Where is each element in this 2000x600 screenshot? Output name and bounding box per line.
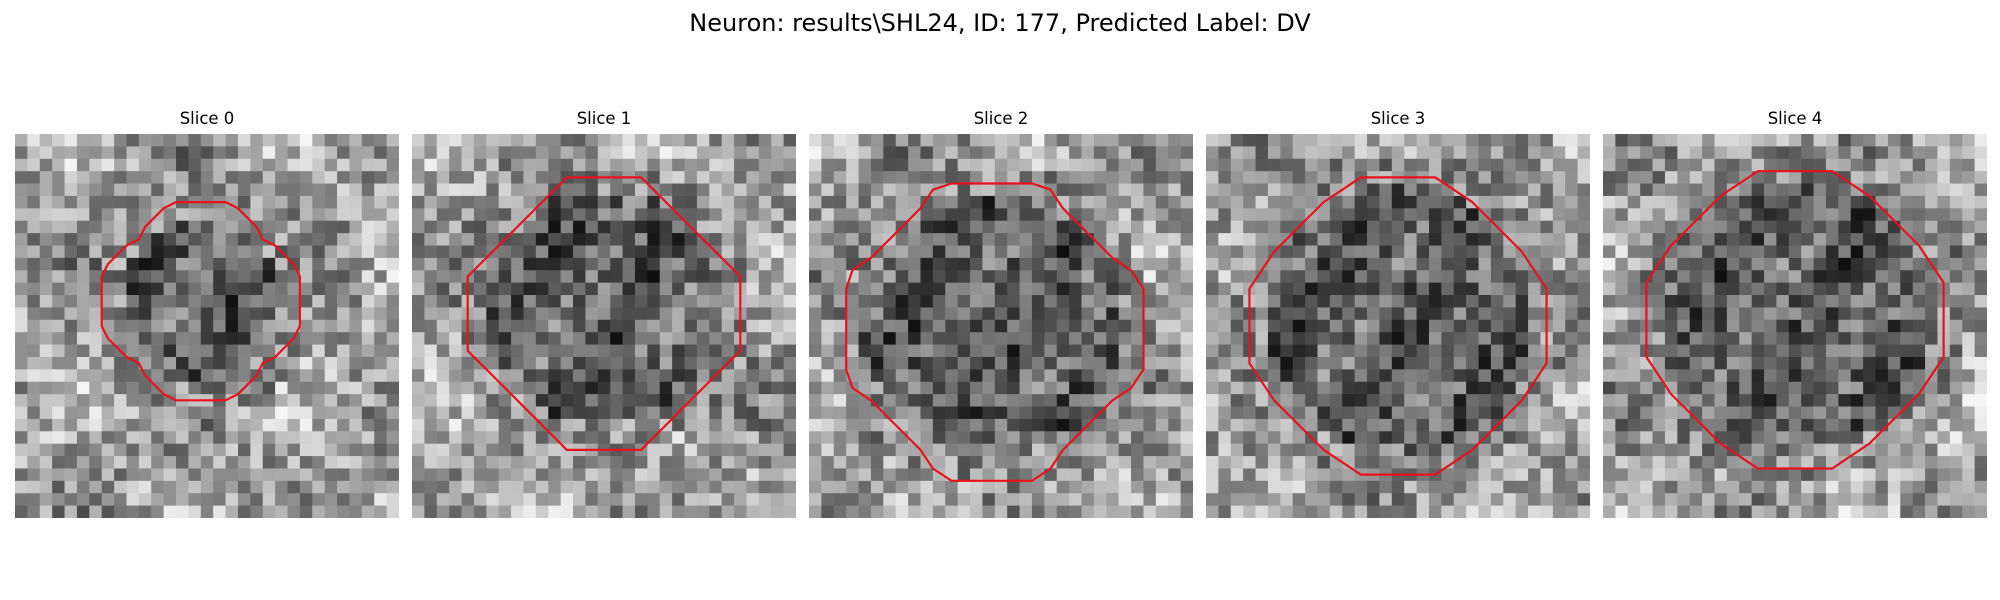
slice-grayscale-image (15, 134, 399, 518)
figure-title: Neuron: results\SHL24, ID: 177, Predicte… (689, 9, 1311, 37)
slice-grayscale-image (1206, 134, 1590, 518)
neuron-contour (466, 176, 742, 451)
neuron-contour (845, 182, 1145, 482)
neuron-contour (100, 200, 301, 402)
slice-title: Slice 1 (576, 109, 632, 128)
slice-grayscale-image (412, 134, 796, 518)
slice-image (809, 134, 1193, 518)
slice-grayscale-image (1603, 134, 1987, 518)
slice-image (412, 134, 796, 518)
slice-image (15, 134, 399, 518)
slice-title: Slice 4 (1767, 109, 1823, 128)
slice-title: Slice 2 (973, 109, 1029, 128)
slice-title: Slice 3 (1370, 109, 1426, 128)
slice-image (1603, 134, 1987, 518)
neuron-contour (1248, 176, 1548, 476)
slice-image (1206, 134, 1590, 518)
slice-title: Slice 0 (179, 109, 235, 128)
neuron-contour (1645, 170, 1945, 470)
slice-grayscale-image (809, 134, 1193, 518)
